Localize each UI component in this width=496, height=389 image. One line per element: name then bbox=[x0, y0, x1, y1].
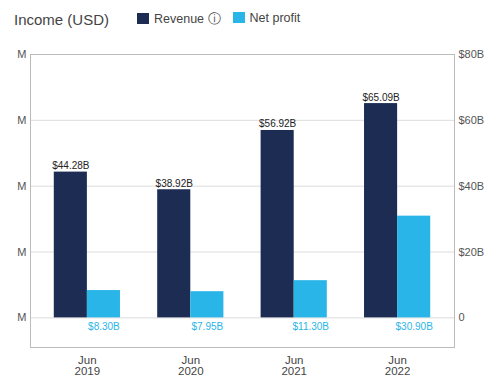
svg-text:$30.90B: $30.90B bbox=[396, 321, 434, 332]
html-text:Net profit: Net profit bbox=[249, 10, 301, 25]
svg-text:$40B: $40B bbox=[459, 180, 485, 192]
svg-text:$38.92B: $38.92B bbox=[156, 178, 194, 189]
svg-text:$11.30B: $11.30B bbox=[292, 321, 329, 332]
svg-text:$8.30B: $8.30B bbox=[88, 321, 120, 332]
html-text:Revenue ⓘ: Revenue ⓘ bbox=[154, 11, 221, 26]
svg-text:M: M bbox=[17, 311, 26, 323]
svg-text:$44.28B: $44.28B bbox=[52, 160, 90, 171]
svg-text:M: M bbox=[17, 180, 26, 192]
svg-text:M: M bbox=[17, 114, 26, 126]
svg-text:$60B: $60B bbox=[459, 114, 485, 126]
svg-text:M: M bbox=[17, 48, 26, 60]
svg-text:$80B: $80B bbox=[459, 48, 485, 60]
svg-text:Jun2019: Jun2019 bbox=[75, 354, 101, 378]
svg-text:$56.92B: $56.92B bbox=[259, 118, 297, 129]
html-text:Income (USD): Income (USD) bbox=[14, 10, 109, 28]
svg-text:$65.09B: $65.09B bbox=[362, 92, 400, 103]
svg-text:Jun2021: Jun2021 bbox=[281, 354, 307, 378]
svg-text:Jun2020: Jun2020 bbox=[178, 354, 204, 378]
svg-text:Jun2022: Jun2022 bbox=[385, 354, 411, 378]
svg-text:$20B: $20B bbox=[459, 246, 485, 258]
svg-text:M: M bbox=[17, 246, 26, 258]
svg-text:$7.95B: $7.95B bbox=[191, 321, 223, 332]
svg-text:0: 0 bbox=[459, 311, 465, 323]
